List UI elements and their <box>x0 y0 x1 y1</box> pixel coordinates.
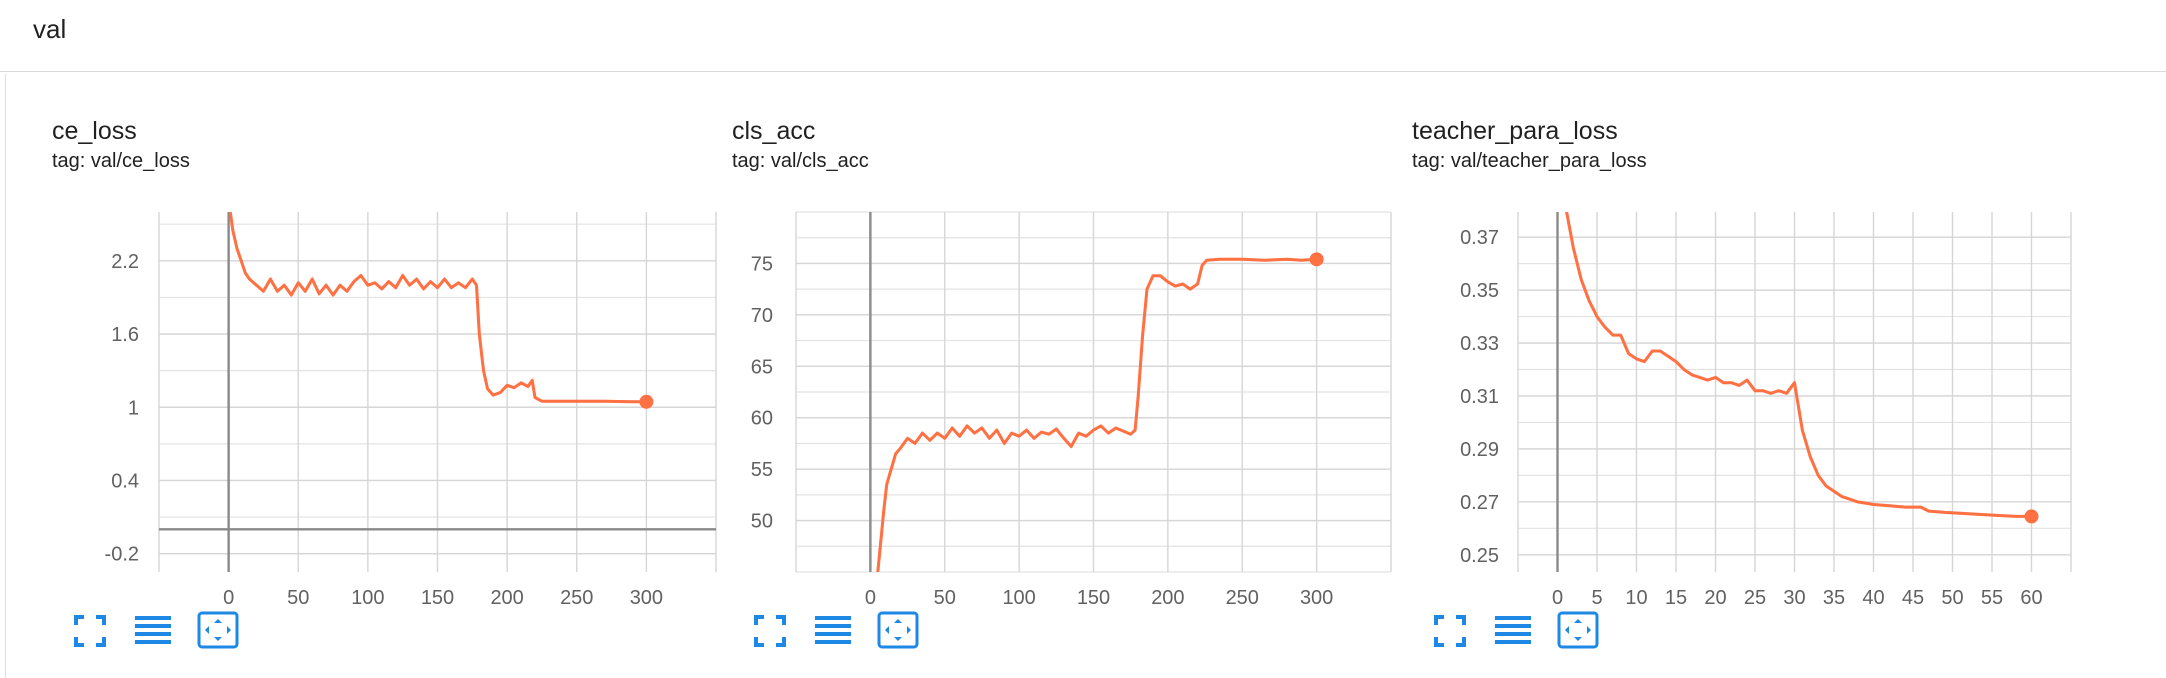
fullscreen-icon <box>74 615 106 647</box>
y-tick-label: 0.31 <box>1460 386 1499 408</box>
x-tick-label: 0 <box>865 587 876 609</box>
toggle-log-scale-button[interactable] <box>1491 609 1535 653</box>
toggle-log-scale-icon <box>815 616 851 644</box>
series-smoothed-line <box>228 212 647 404</box>
x-tick-label: 50 <box>287 587 309 609</box>
y-tick-label: 0.4 <box>111 470 139 492</box>
scalar-card-teacher-para-loss: teacher_para_loss tag: val/teacher_para_… <box>1371 74 2072 678</box>
fullscreen-icon <box>1434 615 1466 647</box>
x-tick-label: 250 <box>560 587 593 609</box>
y-tick-label: 1 <box>128 397 139 419</box>
fullscreen-button[interactable] <box>68 609 112 653</box>
card-title: teacher_para_loss <box>1412 117 1618 145</box>
y-tick-label: 0.27 <box>1460 492 1499 514</box>
fullscreen-icon <box>754 615 786 647</box>
card-title: cls_acc <box>732 117 816 145</box>
toggle-log-scale-icon <box>1495 616 1531 644</box>
series-raw-line <box>876 257 1317 572</box>
x-tick-label: 20 <box>1704 587 1726 609</box>
series-end-point[interactable] <box>639 394 654 409</box>
line-chart[interactable]: 0.25 0.27 0.29 0.31 0.33 0.35 0.37 0 5 10 15 20 25 30… <box>1371 192 2072 622</box>
y-tick-label: 65 <box>751 356 773 378</box>
x-tick-label: 150 <box>1077 587 1110 609</box>
fit-domain-icon <box>1557 611 1599 649</box>
fit-domain-icon <box>197 611 239 649</box>
x-tick-label: 100 <box>1002 587 1035 609</box>
toggle-log-scale-button[interactable] <box>811 609 855 653</box>
series-end-point[interactable] <box>1309 252 1324 267</box>
toggle-log-scale-button[interactable] <box>131 609 175 653</box>
y-tick-label: 2.2 <box>111 251 139 273</box>
x-tick-label: 55 <box>1981 587 2003 609</box>
x-tick-label: 45 <box>1902 587 1924 609</box>
card-grid: ce_loss tag: val/ce_loss -0.2 0.4 1 1.6 2.2 0… <box>5 74 2166 678</box>
x-tick-label: 300 <box>1300 587 1333 609</box>
fit-domain-icon <box>877 611 919 649</box>
y-tick-label: 75 <box>751 253 773 275</box>
x-tick-label: 100 <box>351 587 384 609</box>
scalar-card-ce-loss: ce_loss tag: val/ce_loss -0.2 0.4 1 1.6 2.2 0… <box>11 74 717 678</box>
fullscreen-button[interactable] <box>1428 609 1472 653</box>
y-tick-label: 0.25 <box>1460 545 1499 567</box>
card-tag: tag: val/teacher_para_loss <box>1412 150 1647 172</box>
series-raw-line <box>1565 212 2032 518</box>
x-tick-label: 10 <box>1625 587 1647 609</box>
x-tick-label: 150 <box>421 587 454 609</box>
fit-domain-button[interactable] <box>876 609 920 653</box>
x-tick-label: 300 <box>630 587 663 609</box>
x-tick-label: 30 <box>1783 587 1805 609</box>
y-tick-label: 0.37 <box>1460 227 1499 249</box>
fit-domain-button[interactable] <box>196 609 240 653</box>
y-tick-label: 55 <box>751 459 773 481</box>
y-tick-label: 70 <box>751 305 773 327</box>
x-tick-label: 50 <box>1941 587 1963 609</box>
x-tick-label: 0 <box>223 587 234 609</box>
x-tick-label: 200 <box>490 587 523 609</box>
card-tag: tag: val/ce_loss <box>52 150 190 172</box>
series-smoothed-line <box>1565 212 2032 518</box>
fullscreen-button[interactable] <box>748 609 792 653</box>
y-tick-label: 0.35 <box>1460 280 1499 302</box>
y-tick-label: 60 <box>751 408 773 430</box>
group-title: val <box>33 14 67 44</box>
x-tick-label: 40 <box>1862 587 1884 609</box>
y-tick-label: 0.33 <box>1460 333 1499 355</box>
x-tick-label: 200 <box>1151 587 1184 609</box>
toggle-log-scale-icon <box>135 616 171 644</box>
y-tick-label: 50 <box>751 511 773 533</box>
x-tick-label: 50 <box>934 587 956 609</box>
card-title: ce_loss <box>52 117 137 145</box>
x-tick-label: 0 <box>1552 587 1563 609</box>
x-tick-label: 25 <box>1744 587 1766 609</box>
x-tick-label: 250 <box>1226 587 1259 609</box>
x-tick-label: 5 <box>1591 587 1602 609</box>
x-tick-label: 15 <box>1665 587 1687 609</box>
x-tick-label: 35 <box>1823 587 1845 609</box>
line-chart[interactable]: -0.2 0.4 1 1.6 2.2 0 50 100 150 200 250 300 <box>11 192 717 622</box>
series-smoothed-line <box>876 257 1317 572</box>
card-tag: tag: val/cls_acc <box>732 150 869 172</box>
line-chart[interactable]: 50 55 60 65 70 75 0 50 100 150 200 250 300 <box>691 192 1392 622</box>
group-header[interactable]: val <box>0 0 2166 72</box>
fit-domain-button[interactable] <box>1556 609 1600 653</box>
y-tick-label: -0.2 <box>105 544 139 566</box>
series-end-point[interactable] <box>2024 509 2039 524</box>
x-tick-label: 60 <box>2020 587 2042 609</box>
y-tick-label: 0.29 <box>1460 439 1499 461</box>
scalar-card-cls-acc: cls_acc tag: val/cls_acc 50 55 60 65 70 75 0 50… <box>691 74 1392 678</box>
y-tick-label: 1.6 <box>111 324 139 346</box>
